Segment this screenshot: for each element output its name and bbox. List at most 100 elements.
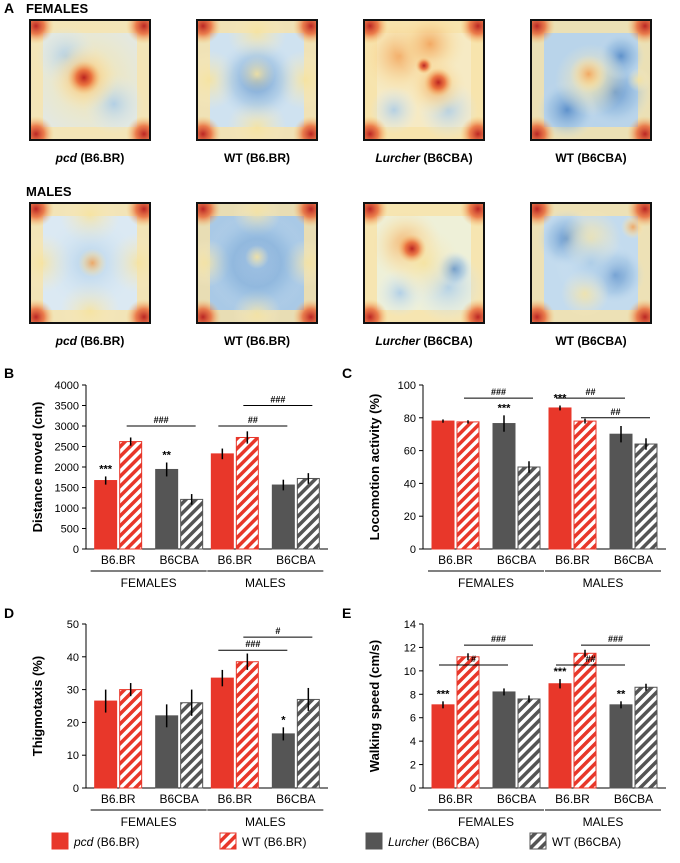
sex-label: FEMALES: [458, 815, 514, 829]
bar-lurcher: [492, 691, 516, 789]
heatmap-tile: [196, 202, 318, 324]
heatmap-tile: [530, 202, 652, 324]
panel-label: E: [342, 605, 351, 621]
chart-b: B 0 500 1000 1500 2000 2500 3000 3500 4000 Distanc…: [4, 365, 328, 590]
bar-wt-cba: [634, 443, 658, 550]
y-axis-label: Thigmotaxis (%): [30, 656, 45, 756]
bar-lurcher: [492, 423, 516, 550]
significance-stars: ***: [99, 463, 113, 475]
bracket-label: ##: [585, 654, 595, 664]
panel-label: B: [4, 365, 14, 381]
strain-label: B6.BR: [217, 553, 252, 567]
significance-stars: ***: [554, 666, 568, 678]
y-tick-label: 500: [61, 524, 79, 536]
significance-stars: ***: [437, 688, 451, 700]
y-tick-label: 2500: [55, 442, 79, 454]
bracket-label: ###: [270, 395, 285, 405]
y-tick-label: 14: [404, 619, 416, 631]
y-tick-label: 4000: [55, 380, 79, 392]
y-tick-label: 3500: [55, 401, 79, 413]
strain-label: B6CBA: [276, 792, 315, 806]
strain-label: B6CBA: [614, 792, 653, 806]
y-tick-label: 4: [410, 736, 416, 748]
heatmap-row-title-males: MALES: [26, 184, 72, 199]
sex-label: MALES: [245, 576, 286, 590]
y-tick-label: 30: [67, 685, 79, 697]
bracket-label: ###: [245, 639, 260, 649]
y-tick-label: 12: [404, 642, 416, 654]
y-tick-label: 8: [410, 689, 416, 701]
legend-label: pcd (B6.BR): [73, 835, 139, 849]
y-tick-label: 60: [404, 446, 416, 458]
bar-pcd: [548, 407, 572, 550]
legend-swatch: [365, 832, 383, 850]
legend-swatch: [529, 832, 547, 850]
y-tick-label: 1000: [55, 503, 79, 515]
bar-lurcher: [271, 733, 295, 789]
y-tick-label: 80: [404, 413, 416, 425]
y-tick-label: 6: [410, 713, 416, 725]
significance-stars: *: [281, 714, 286, 726]
y-axis-label: Locomotion activity (%): [367, 394, 382, 541]
heatmap-tile: [196, 19, 318, 141]
bracket-label: #: [471, 654, 476, 664]
bar-wt-cba: [296, 698, 320, 789]
bar-wt-cba: [180, 498, 204, 550]
y-tick-label: 40: [67, 652, 79, 664]
significance-stars: **: [162, 449, 171, 461]
sex-label: MALES: [583, 576, 624, 590]
bar-lurcher: [155, 468, 179, 550]
sex-label: FEMALES: [458, 576, 514, 590]
bar-wt-br: [573, 652, 597, 789]
bar-lurcher: [271, 484, 295, 550]
legend-label: Lurcher (B6CBA): [388, 835, 479, 849]
bracket-label: ###: [608, 634, 623, 644]
chart-c: C 0 20 40 60 80 100 Locomotion activity (%) B6.B…: [342, 365, 666, 590]
strain-label: B6CBA: [497, 792, 536, 806]
bar-wt-br: [573, 420, 597, 550]
bar-lurcher: [609, 704, 633, 789]
bar-wt-br: [235, 661, 259, 789]
heatmap-caption: Lurcher (B6CBA): [375, 151, 472, 165]
bar-lurcher: [609, 433, 633, 550]
y-tick-label: 0: [410, 783, 416, 795]
y-tick-label: 10: [67, 750, 79, 762]
significance-stars: ***: [498, 402, 512, 414]
heatmap-tile: [363, 202, 485, 324]
bar-wt-br: [119, 689, 143, 789]
heatmap-caption: WT (B6.BR): [224, 151, 290, 165]
sex-label: FEMALES: [121, 576, 177, 590]
y-tick-label: 100: [398, 380, 416, 392]
heatmap-caption: pcd (B6.BR): [55, 334, 125, 348]
legend: pcd (B6.BR) WT (B6.BR) Lurcher (B6CBA) WT (…: [51, 832, 621, 850]
y-tick-label: 10: [404, 666, 416, 678]
bar-wt-br: [456, 421, 480, 550]
bar-wt-br: [456, 656, 480, 789]
heatmap-tile: [363, 19, 485, 141]
panel-a-label: A: [4, 0, 14, 16]
heatmap-caption: Lurcher (B6CBA): [375, 334, 472, 348]
heatmap-caption: WT (B6CBA): [555, 151, 626, 165]
bar-pcd: [210, 677, 234, 789]
bracket-label: #: [275, 626, 280, 636]
strain-label: B6CBA: [159, 792, 198, 806]
bar-wt-cba: [634, 686, 658, 789]
strain-label: B6.BR: [555, 792, 590, 806]
bracket-label: ###: [491, 634, 506, 644]
heatmap-caption: WT (B6CBA): [555, 334, 626, 348]
bar-wt-cba: [517, 466, 541, 550]
bracket-label: ##: [585, 387, 595, 397]
chart-e: E 0 2 4 6 8 10 12 14 Walking speed (cm/s) B6.BR B6C…: [342, 605, 666, 829]
bar-wt-br: [119, 441, 143, 550]
strain-label: B6.BR: [438, 553, 473, 567]
heatmap-caption: pcd (B6.BR): [55, 151, 125, 165]
y-tick-label: 0: [73, 783, 79, 795]
bar-pcd: [548, 683, 572, 789]
bracket-label: ###: [491, 387, 506, 397]
y-tick-label: 2: [410, 760, 416, 772]
legend-label: WT (B6CBA): [552, 835, 621, 849]
strain-label: B6.BR: [101, 792, 136, 806]
y-axis-label: Distance moved (cm): [30, 402, 45, 533]
bar-wt-cba: [296, 477, 320, 550]
